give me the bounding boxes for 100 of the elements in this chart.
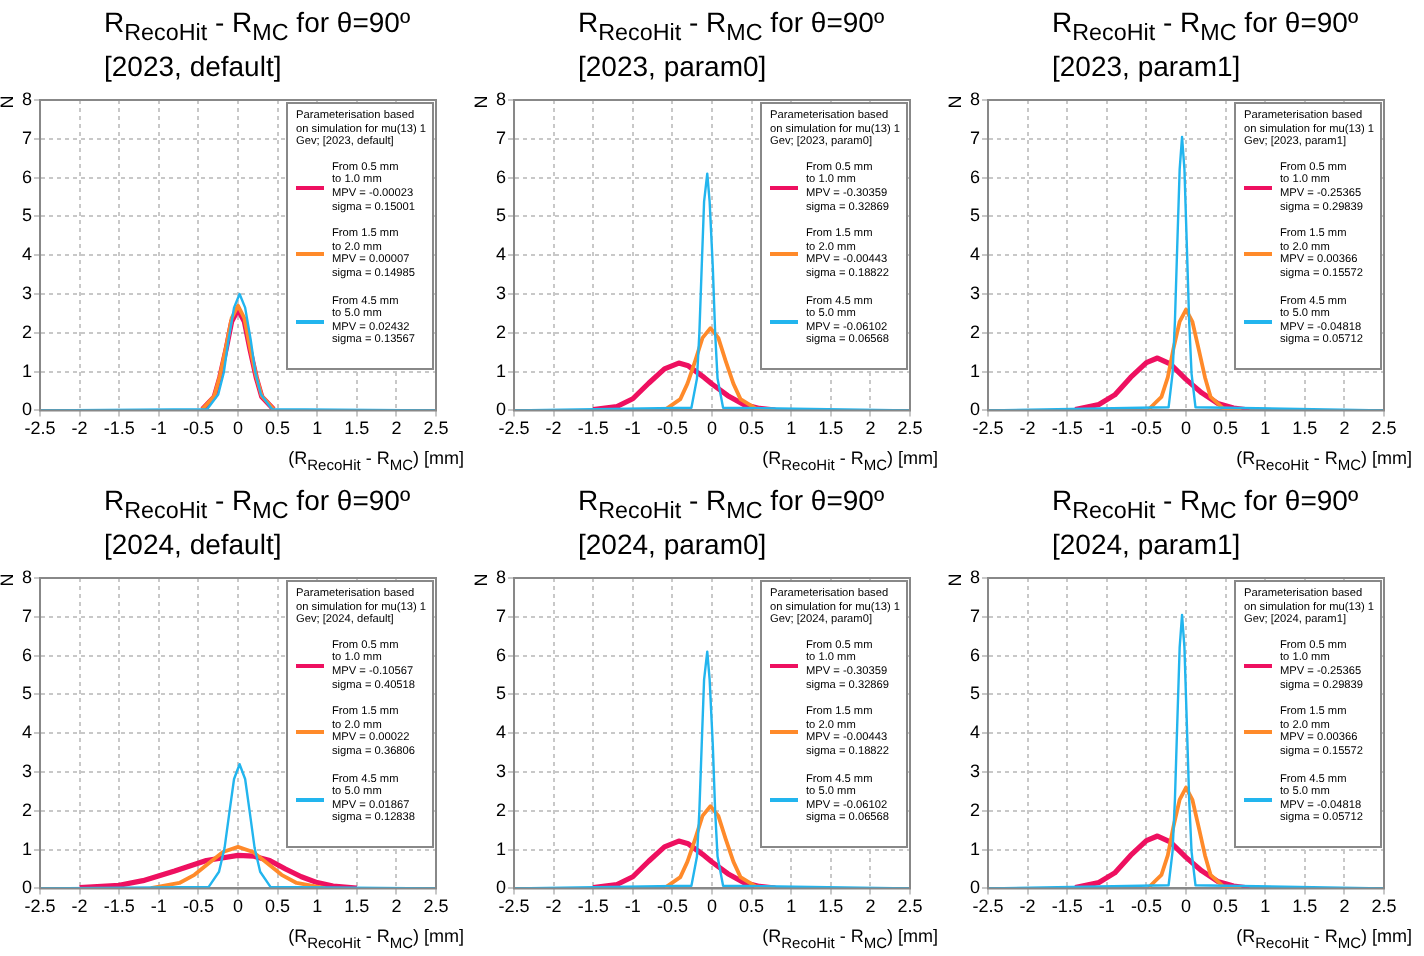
y-tick-label: 1: [495, 838, 507, 859]
x-tick-label: 0: [706, 896, 718, 917]
y-tick-label: 3: [495, 282, 507, 303]
y-tick-label: 8: [21, 566, 33, 587]
x-tick-label: -1.5: [103, 896, 135, 917]
x-tick-label: -0.5: [182, 418, 214, 439]
chart-title: R$_{RecoHit}$ - R$_{MC}$ for θ=90º: [104, 484, 411, 528]
x-tick-label: -2: [545, 896, 562, 917]
y-tick-label: 3: [495, 760, 507, 781]
y-tick-label: 1: [21, 360, 33, 381]
y-tick-label: 6: [969, 166, 981, 187]
y-tick-label: 1: [969, 838, 981, 859]
y-tick-label: 3: [21, 282, 33, 303]
x-tick-label: -1.5: [1051, 418, 1083, 439]
x-tick-label: -1: [1098, 418, 1115, 439]
x-tick-label: 2.5: [897, 418, 923, 439]
x-tick-label: 2.5: [897, 896, 923, 917]
x-tick-label: 0.5: [1213, 418, 1239, 439]
x-tick-label: -2.5: [972, 896, 1004, 917]
x-tick-label: -1: [624, 896, 641, 917]
chart-title: R$_{RecoHit}$ - R$_{MC}$ for θ=90º: [578, 6, 885, 50]
x-tick-label: 1: [1260, 896, 1271, 917]
x-tick-label: 1: [312, 896, 323, 917]
x-tick-label: 1.5: [344, 418, 370, 439]
y-tick-label: 2: [21, 321, 33, 342]
x-axis-title: (R$_{RecoHit}$ - R$_{MC}$) [mm]: [288, 926, 464, 952]
y-tick-label: 6: [21, 644, 33, 665]
chart-subtitle: [2023, param0]: [578, 49, 769, 84]
x-tick-label: 2.5: [1371, 418, 1397, 439]
x-tick-label: 2: [391, 418, 402, 439]
y-tick-label: 5: [495, 205, 507, 226]
y-tick-label: 6: [969, 644, 981, 665]
y-axis-title: N: [470, 95, 491, 109]
y-tick-label: 6: [495, 644, 507, 665]
x-tick-label: -1.5: [577, 418, 609, 439]
y-axis-title: N: [944, 573, 965, 587]
y-tick-label: 8: [495, 88, 507, 109]
y-axis-title: N: [0, 95, 17, 109]
y-tick-label: 5: [21, 205, 33, 226]
y-tick-label: 7: [495, 127, 507, 148]
x-tick-label: 1: [1260, 418, 1271, 439]
x-tick-label: 0.5: [739, 418, 765, 439]
x-tick-label: -2.5: [24, 896, 56, 917]
x-tick-label: 0: [232, 896, 244, 917]
x-axis-title: (R$_{RecoHit}$ - R$_{MC}$) [mm]: [762, 926, 938, 952]
x-tick-label: -2: [71, 418, 88, 439]
y-tick-label: 1: [969, 360, 981, 381]
y-tick-label: 2: [21, 799, 33, 820]
y-tick-label: 0: [495, 399, 507, 420]
y-tick-label: 2: [969, 799, 981, 820]
x-tick-label: 2: [865, 418, 876, 439]
x-tick-label: 0.5: [739, 896, 765, 917]
y-tick-label: 8: [969, 566, 981, 587]
x-tick-label: 1: [312, 418, 323, 439]
y-tick-label: 5: [21, 683, 33, 704]
x-tick-label: -1.5: [103, 418, 135, 439]
x-tick-label: 2: [1339, 896, 1350, 917]
x-tick-label: 2.5: [423, 418, 449, 439]
y-tick-label: 3: [969, 760, 981, 781]
y-tick-label: 8: [969, 88, 981, 109]
y-tick-label: 4: [21, 722, 33, 743]
chart-subtitle: [2023, default]: [104, 49, 284, 84]
y-axis-title: N: [0, 573, 17, 587]
x-tick-label: -1: [1098, 896, 1115, 917]
x-axis-title: (R$_{RecoHit}$ - R$_{MC}$) [mm]: [1236, 448, 1412, 474]
chart-subtitle: [2024, param0]: [578, 527, 769, 562]
x-tick-label: 2: [865, 896, 876, 917]
x-tick-label: 2: [1339, 418, 1350, 439]
y-tick-label: 0: [495, 877, 507, 898]
x-tick-label: 0: [232, 418, 244, 439]
x-tick-label: 2: [391, 896, 402, 917]
x-tick-label: 0.5: [265, 896, 291, 917]
y-tick-label: 0: [21, 877, 33, 898]
chart-subtitle: [2024, default]: [104, 527, 284, 562]
y-tick-label: 5: [969, 683, 981, 704]
chart-title: R$_{RecoHit}$ - R$_{MC}$ for θ=90º: [104, 6, 411, 50]
x-tick-label: -2: [545, 418, 562, 439]
y-tick-label: 2: [495, 321, 507, 342]
x-tick-label: -2: [1019, 896, 1036, 917]
x-tick-label: 1.5: [344, 896, 370, 917]
y-tick-label: 5: [495, 683, 507, 704]
y-tick-label: 4: [495, 244, 507, 265]
x-tick-label: 1.5: [818, 896, 844, 917]
y-tick-label: 7: [969, 127, 981, 148]
x-tick-label: -1.5: [1051, 896, 1083, 917]
y-tick-label: 7: [969, 605, 981, 626]
y-tick-label: 4: [495, 722, 507, 743]
y-tick-label: 1: [495, 360, 507, 381]
x-tick-label: 0: [1180, 418, 1192, 439]
x-tick-label: -2: [1019, 418, 1036, 439]
x-tick-label: -2.5: [498, 896, 530, 917]
y-tick-label: 7: [21, 605, 33, 626]
y-axis-title: N: [470, 573, 491, 587]
x-tick-label: -1: [624, 418, 641, 439]
y-tick-label: 6: [21, 166, 33, 187]
y-tick-label: 6: [495, 166, 507, 187]
x-tick-label: -2.5: [498, 418, 530, 439]
x-tick-label: -2.5: [972, 418, 1004, 439]
y-tick-label: 2: [495, 799, 507, 820]
x-tick-label: 1: [786, 896, 797, 917]
